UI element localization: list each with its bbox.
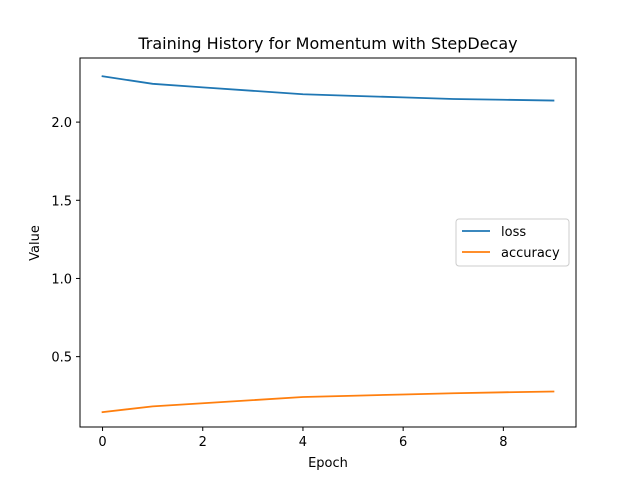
plot-area	[79, 57, 577, 428]
x-axis-ticks: 0 2 4 6 8	[98, 427, 507, 450]
x-tick-label: 8	[499, 435, 507, 450]
y-axis-ticks: 0.5 1.0 1.5 2.0	[51, 116, 80, 366]
y-axis-label: Value	[28, 225, 43, 261]
chart-title: Training History for Momentum with StepD…	[137, 34, 517, 53]
legend-label-loss: loss	[501, 225, 526, 240]
x-axis-label: Epoch	[308, 456, 348, 471]
x-tick-label: 0	[98, 435, 106, 450]
legend-label-accuracy: accuracy	[501, 246, 560, 261]
x-tick-label: 4	[299, 435, 307, 450]
y-tick-label: 1.5	[51, 194, 72, 209]
y-tick-label: 2.0	[51, 116, 72, 131]
x-tick-label: 6	[399, 435, 407, 450]
y-tick-label: 0.5	[51, 351, 72, 366]
plot-frame	[79, 57, 577, 428]
series-line-loss	[101, 75, 555, 102]
series-line-accuracy	[101, 390, 555, 414]
x-tick-label: 2	[199, 435, 207, 450]
legend: loss accuracy	[455, 218, 570, 267]
y-tick-label: 1.0	[51, 272, 72, 287]
